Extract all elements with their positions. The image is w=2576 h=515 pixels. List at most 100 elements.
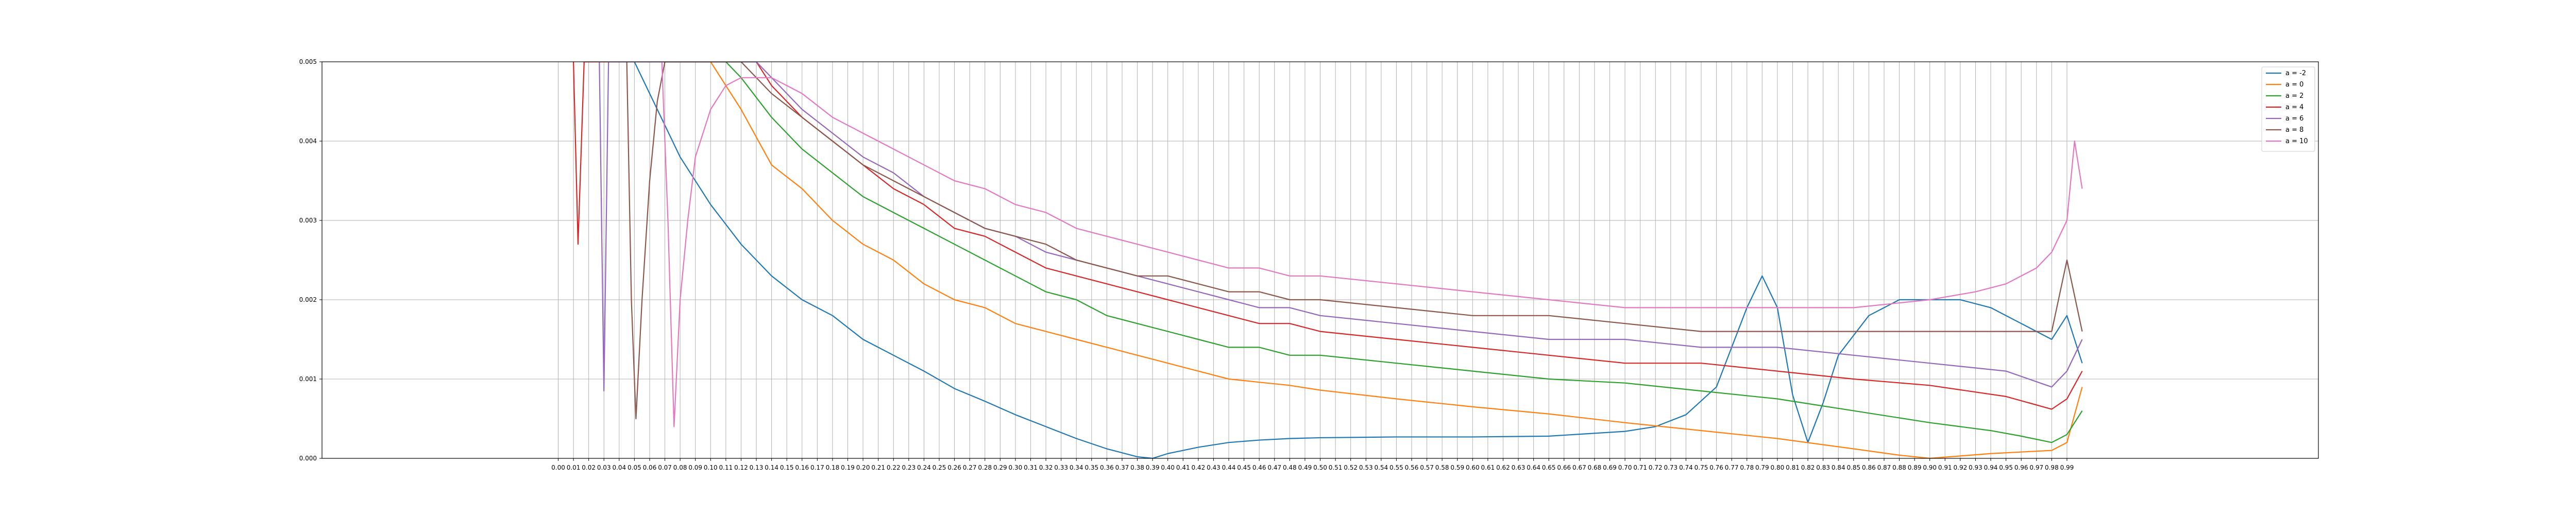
x-tick-label: 0.87 <box>1877 464 1891 471</box>
x-tick-label: 0.62 <box>1496 464 1510 471</box>
x-tick-label: 0.48 <box>1283 464 1297 471</box>
x-tick-label: 0.08 <box>673 464 687 471</box>
y-tick-label: 0.000 <box>299 455 317 462</box>
x-tick-label: 0.66 <box>1557 464 1571 471</box>
x-tick-label: 0.56 <box>1405 464 1419 471</box>
x-tick-label: 0.21 <box>871 464 885 471</box>
x-tick-label: 0.91 <box>1938 464 1952 471</box>
series-line-0 <box>634 62 2083 458</box>
x-tick-label: 0.19 <box>841 464 855 471</box>
x-tick-label: 0.73 <box>1664 464 1677 471</box>
x-tick-label: 0.12 <box>734 464 748 471</box>
x-tick-label: 0.86 <box>1862 464 1876 471</box>
y-tick-label: 0.003 <box>299 217 317 224</box>
x-tick-label: 0.31 <box>1024 464 1038 471</box>
x-tick-label: 0.94 <box>1984 464 1998 471</box>
x-tick-label: 0.22 <box>887 464 901 471</box>
x-tick-label: 0.23 <box>902 464 916 471</box>
y-tick-label: 0.005 <box>299 58 317 65</box>
x-tick-label: 0.97 <box>2029 464 2043 471</box>
x-tick-label: 0.13 <box>750 464 764 471</box>
legend: a = -2 a = 0 a = 2 a = 4 a = 6 a = 8 a = 10 <box>2261 66 2315 152</box>
x-tick-label: 0.46 <box>1252 464 1266 471</box>
axes-frame <box>321 61 2319 459</box>
x-tick-label: 0.43 <box>1207 464 1221 471</box>
x-tick-label: 0.55 <box>1389 464 1403 471</box>
x-tick-label: 0.59 <box>1450 464 1464 471</box>
x-tick-label: 0.44 <box>1222 464 1236 471</box>
x-tick-label: 0.51 <box>1329 464 1343 471</box>
series-layer <box>572 62 2083 458</box>
x-tick-label: 0.89 <box>1908 464 1922 471</box>
x-tick-label: 0.75 <box>1694 464 1708 471</box>
legend-label: a = 10 <box>2285 138 2308 145</box>
x-tick-label: 0.24 <box>917 464 931 471</box>
x-tick-label: 0.00 <box>551 464 565 471</box>
series-line-2 <box>725 62 2083 443</box>
series-line-6 <box>661 62 2083 427</box>
x-tick-label: 0.25 <box>933 464 946 471</box>
legend-label: a = 6 <box>2285 115 2303 123</box>
x-tick-label: 0.76 <box>1709 464 1723 471</box>
x-tick-label: 0.07 <box>658 464 672 471</box>
x-tick-label: 0.90 <box>1923 464 1937 471</box>
x-tick-label: 0.80 <box>1771 464 1785 471</box>
x-tick-label: 0.02 <box>582 464 596 471</box>
legend-label: a = -2 <box>2285 70 2306 77</box>
x-tick-label: 0.79 <box>1755 464 1769 471</box>
x-tick-label: 0.17 <box>810 464 824 471</box>
series-line-3 <box>572 62 2083 410</box>
x-tick-label: 0.72 <box>1649 464 1663 471</box>
x-tick-label: 0.52 <box>1344 464 1358 471</box>
x-tick-label: 0.82 <box>1801 464 1815 471</box>
x-tick-label: 0.77 <box>1725 464 1739 471</box>
x-tick-label: 0.40 <box>1161 464 1175 471</box>
x-tick-label: 0.93 <box>1969 464 1982 471</box>
x-tick-label: 0.67 <box>1572 464 1586 471</box>
x-tick-label: 0.03 <box>597 464 611 471</box>
legend-label: a = 0 <box>2285 81 2303 89</box>
x-tick-label: 0.78 <box>1740 464 1754 471</box>
series-line-5 <box>626 62 2083 420</box>
legend-label: a = 4 <box>2285 104 2303 111</box>
x-tick-label: 0.49 <box>1298 464 1312 471</box>
series-line-1 <box>710 62 2083 458</box>
y-tick-label: 0.002 <box>299 296 317 303</box>
x-tick-label: 0.01 <box>567 464 581 471</box>
x-tick-label: 0.37 <box>1115 464 1129 471</box>
x-tick-label: 0.81 <box>1786 464 1800 471</box>
x-tick-label: 0.14 <box>765 464 778 471</box>
x-tick-label: 0.06 <box>643 464 657 471</box>
x-tick-label: 0.61 <box>1481 464 1495 471</box>
x-tick-label: 0.39 <box>1146 464 1160 471</box>
x-tick-label: 0.20 <box>856 464 870 471</box>
x-tick-label: 0.83 <box>1816 464 1830 471</box>
x-tick-label: 0.84 <box>1832 464 1845 471</box>
x-tick-label: 0.54 <box>1374 464 1388 471</box>
x-tick-label: 0.57 <box>1420 464 1434 471</box>
axes: 0.00 0.01 0.02 0.03 0.04 0.05 0.06 0.07 0.08 0.09… <box>299 58 2319 471</box>
x-tick-label: 0.33 <box>1054 464 1068 471</box>
x-tick-label: 0.04 <box>612 464 626 471</box>
x-tick-label: 0.10 <box>704 464 718 471</box>
x-tick-label: 0.71 <box>1633 464 1647 471</box>
x-tick-label: 0.58 <box>1435 464 1449 471</box>
legend-label: a = 8 <box>2285 126 2303 134</box>
x-tick-label: 0.09 <box>688 464 702 471</box>
x-tick-label: 0.05 <box>628 464 641 471</box>
series-line-4 <box>599 62 2083 392</box>
x-tick-label: 0.53 <box>1359 464 1373 471</box>
x-tick-label: 0.15 <box>780 464 794 471</box>
x-tick-label: 0.88 <box>1892 464 1906 471</box>
x-tick-label: 0.36 <box>1100 464 1114 471</box>
x-tick-label: 0.28 <box>978 464 992 471</box>
x-tick-label: 0.27 <box>963 464 977 471</box>
x-tick-label: 0.32 <box>1039 464 1053 471</box>
grid <box>322 61 2318 459</box>
x-tick-label: 0.11 <box>719 464 733 471</box>
x-tick-label: 0.38 <box>1130 464 1144 471</box>
y-tick-label: 0.001 <box>299 375 317 383</box>
x-tick-label: 0.29 <box>993 464 1007 471</box>
